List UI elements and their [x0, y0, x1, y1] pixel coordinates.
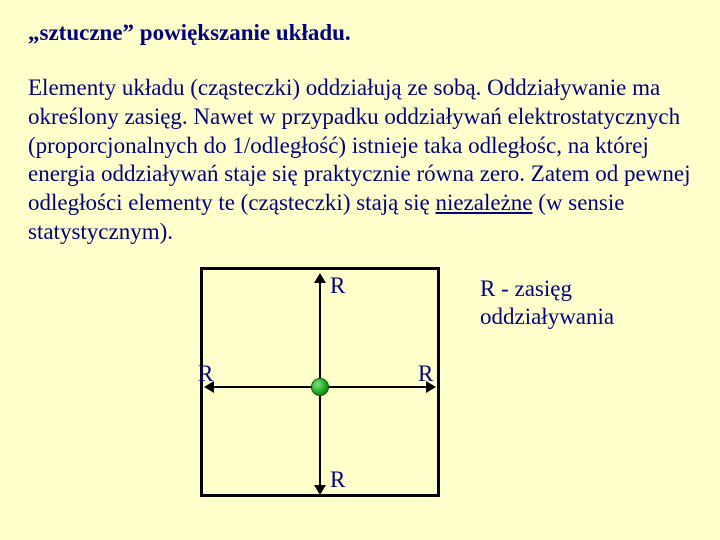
r-label-top: R — [330, 273, 345, 299]
arrow-up-head — [314, 273, 326, 283]
arrow-down-head — [314, 485, 326, 495]
particle-icon — [311, 378, 329, 396]
caption-line-2: oddziaływania — [480, 303, 614, 332]
r-label-bottom: R — [330, 467, 345, 493]
arrow-up-line — [319, 279, 321, 379]
arrow-left-line — [212, 386, 312, 388]
page-title: „sztuczne” powiększanie układu. — [28, 20, 692, 46]
r-label-right: R — [418, 361, 433, 387]
r-label-left: R — [198, 361, 213, 387]
interaction-diagram: R R R R — [200, 267, 440, 497]
caption-line-1: R - zasięg — [480, 275, 614, 304]
body-paragraph: Elementy układu (cząsteczki) oddziałują … — [28, 74, 692, 247]
paragraph-underlined: niezależne — [435, 190, 532, 215]
arrow-down-line — [319, 395, 321, 487]
arrow-right-line — [328, 386, 428, 388]
figure-row: R R R R R - zasięg oddziaływania — [28, 267, 692, 497]
diagram-caption: R - zasięg oddziaływania — [480, 275, 614, 333]
